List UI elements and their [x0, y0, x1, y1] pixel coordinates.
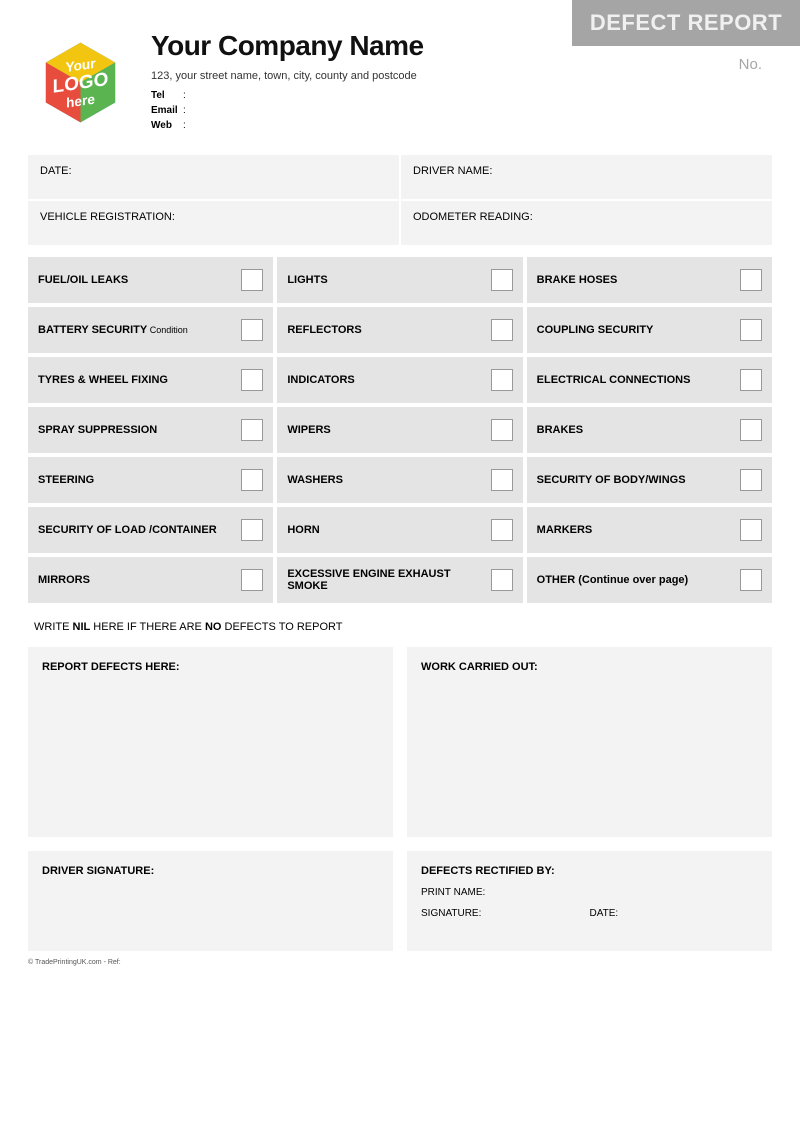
- checkbox[interactable]: [241, 569, 263, 591]
- report-no-label: No.: [572, 56, 772, 73]
- rectified-by-box[interactable]: DEFECTS RECTIFIED BY: PRINT NAME: SIGNAT…: [407, 851, 772, 951]
- check-label: SECURITY OF BODY/WINGS: [537, 474, 740, 486]
- check-item: INDICATORS: [277, 357, 522, 403]
- checkbox[interactable]: [740, 319, 762, 341]
- check-item: MIRRORS: [28, 557, 273, 603]
- date-field[interactable]: DATE:: [28, 155, 399, 199]
- check-item: ELECTRICAL CONNECTIONS: [527, 357, 772, 403]
- checkbox[interactable]: [491, 419, 513, 441]
- date-label: DATE:: [590, 908, 759, 919]
- check-label: REFLECTORS: [287, 324, 490, 336]
- title-block: DEFECT REPORT No.: [572, 30, 772, 73]
- check-item: BRAKE HOSES: [527, 257, 772, 303]
- report-grid: REPORT DEFECTS HERE: WORK CARRIED OUT:: [28, 647, 772, 837]
- check-item: STEERING: [28, 457, 273, 503]
- check-item: OTHER (Continue over page): [527, 557, 772, 603]
- checkbox[interactable]: [491, 269, 513, 291]
- signature-label: SIGNATURE:: [421, 908, 590, 919]
- check-item: SPRAY SUPPRESSION: [28, 407, 273, 453]
- checkbox[interactable]: [491, 369, 513, 391]
- check-label: MARKERS: [537, 524, 740, 536]
- check-label: SPRAY SUPPRESSION: [38, 424, 241, 436]
- check-item: WASHERS: [277, 457, 522, 503]
- checkbox[interactable]: [491, 469, 513, 491]
- company-address: 123, your street name, town, city, count…: [151, 70, 554, 82]
- checkbox[interactable]: [241, 419, 263, 441]
- check-item: LIGHTS: [277, 257, 522, 303]
- check-label: COUPLING SECURITY: [537, 324, 740, 336]
- check-label: LIGHTS: [287, 274, 490, 286]
- check-item: TYRES & WHEEL FIXING: [28, 357, 273, 403]
- report-defects-box[interactable]: REPORT DEFECTS HERE:: [28, 647, 393, 837]
- check-item: SECURITY OF LOAD /CONTAINER: [28, 507, 273, 553]
- check-label: OTHER (Continue over page): [537, 574, 740, 586]
- check-label: SECURITY OF LOAD /CONTAINER: [38, 524, 241, 536]
- header: Your LOGO here Your Company Name 123, yo…: [28, 30, 772, 135]
- footer-copyright: © TradePrintingUK.com - Ref:: [28, 959, 772, 966]
- check-item: WIPERS: [277, 407, 522, 453]
- check-label: TYRES & WHEEL FIXING: [38, 374, 241, 386]
- check-item: HORN: [277, 507, 522, 553]
- check-item: BRAKES: [527, 407, 772, 453]
- check-item: FUEL/OIL LEAKS: [28, 257, 273, 303]
- check-label: BATTERY SECURITY Condition: [38, 324, 241, 336]
- print-name-label: PRINT NAME:: [421, 887, 758, 898]
- check-item: SECURITY OF BODY/WINGS: [527, 457, 772, 503]
- checkbox[interactable]: [491, 569, 513, 591]
- checkbox[interactable]: [740, 419, 762, 441]
- checkbox[interactable]: [241, 269, 263, 291]
- checkbox[interactable]: [491, 519, 513, 541]
- check-label: BRAKE HOSES: [537, 274, 740, 286]
- company-email: Email:: [151, 103, 554, 118]
- nil-instruction: WRITE NIL HERE IF THERE ARE NO DEFECTS T…: [28, 611, 772, 647]
- check-label: ELECTRICAL CONNECTIONS: [537, 374, 740, 386]
- checkbox[interactable]: [491, 319, 513, 341]
- check-item: REFLECTORS: [277, 307, 522, 353]
- check-label: INDICATORS: [287, 374, 490, 386]
- signature-grid: DRIVER SIGNATURE: DEFECTS RECTIFIED BY: …: [28, 851, 772, 951]
- check-label: BRAKES: [537, 424, 740, 436]
- check-item: EXCESSIVE ENGINE EXHAUST SMOKE: [277, 557, 522, 603]
- check-label: WIPERS: [287, 424, 490, 436]
- check-item: BATTERY SECURITY Condition: [28, 307, 273, 353]
- check-label: FUEL/OIL LEAKS: [38, 274, 241, 286]
- check-item: MARKERS: [527, 507, 772, 553]
- checkbox[interactable]: [740, 369, 762, 391]
- work-carried-out-box[interactable]: WORK CARRIED OUT:: [407, 647, 772, 837]
- check-label: MIRRORS: [38, 574, 241, 586]
- checkbox[interactable]: [740, 269, 762, 291]
- check-label: EXCESSIVE ENGINE EXHAUST SMOKE: [287, 568, 490, 592]
- title-banner: DEFECT REPORT: [572, 0, 800, 46]
- driver-name-field[interactable]: DRIVER NAME:: [401, 155, 772, 199]
- company-web: Web:: [151, 118, 554, 133]
- checkbox[interactable]: [241, 519, 263, 541]
- driver-signature-box[interactable]: DRIVER SIGNATURE:: [28, 851, 393, 951]
- odometer-field[interactable]: ODOMETER READING:: [401, 201, 772, 245]
- checkbox[interactable]: [241, 469, 263, 491]
- info-grid: DATE: DRIVER NAME: VEHICLE REGISTRATION:…: [28, 155, 772, 245]
- checklist-grid: FUEL/OIL LEAKS LIGHTS BRAKE HOSES BATTERY S…: [28, 257, 772, 603]
- check-label: STEERING: [38, 474, 241, 486]
- check-label: WASHERS: [287, 474, 490, 486]
- check-item: COUPLING SECURITY: [527, 307, 772, 353]
- checkbox[interactable]: [740, 569, 762, 591]
- checkbox[interactable]: [241, 369, 263, 391]
- checkbox[interactable]: [241, 319, 263, 341]
- company-name: Your Company Name: [151, 30, 554, 62]
- logo-placeholder: Your LOGO here: [28, 30, 133, 135]
- checkbox[interactable]: [740, 469, 762, 491]
- checkbox[interactable]: [740, 519, 762, 541]
- vehicle-registration-field[interactable]: VEHICLE REGISTRATION:: [28, 201, 399, 245]
- company-block: Your Company Name 123, your street name,…: [151, 30, 554, 133]
- company-tel: Tel:: [151, 88, 554, 103]
- check-label: HORN: [287, 524, 490, 536]
